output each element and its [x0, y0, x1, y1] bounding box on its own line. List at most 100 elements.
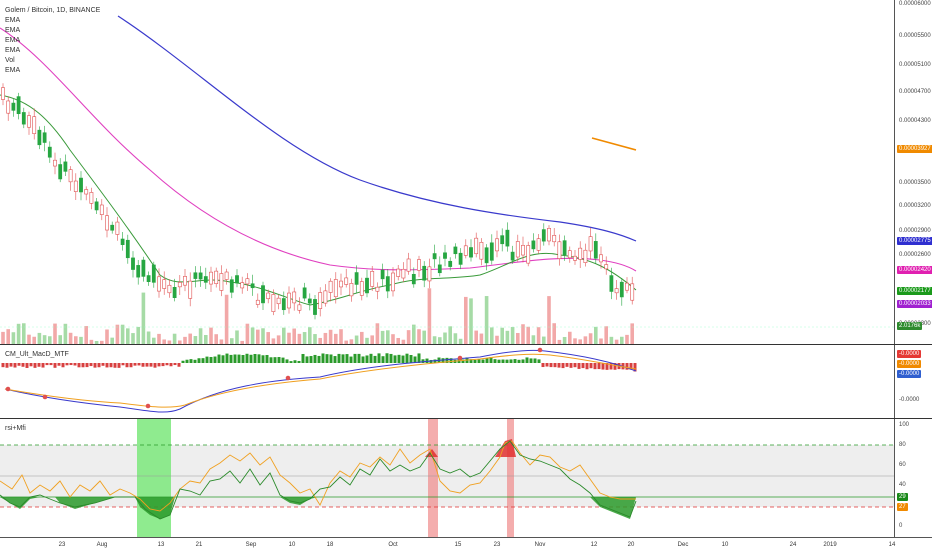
macd-histogram-bar: [581, 363, 585, 369]
candle: [432, 253, 437, 260]
macd-histogram-bar: [57, 363, 61, 366]
macd-histogram-bar: [493, 359, 497, 363]
candle: [318, 292, 323, 309]
candle: [380, 269, 385, 280]
legend-ema-1[interactable]: EMA: [5, 17, 21, 24]
macd-histogram-bar: [361, 356, 365, 363]
volume-bar: [74, 336, 78, 344]
candle: [401, 268, 406, 279]
legend-ema-3[interactable]: EMA: [5, 37, 21, 44]
rsi-scale[interactable]: 100 80 60 40 20 0 29 27: [894, 419, 932, 537]
macd-histogram-bar: [381, 356, 385, 363]
volume-bar: [276, 335, 281, 344]
volume-bar: [58, 335, 62, 344]
volume-bar: [547, 296, 551, 344]
macd-histogram-bar: [605, 363, 609, 370]
candle: [219, 273, 224, 291]
ema-green-line: [0, 94, 637, 306]
macd-histogram-bar: [625, 363, 629, 370]
candle: [521, 244, 525, 256]
rsi-title[interactable]: rsi+Mfi: [5, 425, 26, 432]
macd-histogram-bar: [349, 356, 353, 363]
macd-histogram-bar: [525, 357, 529, 363]
legend-ema-5[interactable]: EMA: [5, 67, 21, 74]
volume-bar: [578, 339, 582, 344]
time-axis[interactable]: 23 Aug 13 21 Sep 10 18 Oct 15 23 Nov 12 …: [0, 537, 932, 550]
volume-bar: [6, 329, 10, 344]
macd-histogram-bar: [601, 363, 605, 370]
macd-histogram-bar: [613, 363, 617, 370]
macd-histogram-bar: [65, 363, 69, 366]
candle: [609, 275, 614, 292]
signal-line: [4, 353, 637, 408]
candle: [411, 273, 416, 285]
candle: [53, 159, 57, 167]
volume-bar: [11, 332, 16, 344]
candle: [396, 268, 401, 277]
macd-title[interactable]: CM_Ult_MacD_MTF: [5, 351, 69, 358]
time-tick: Sep: [245, 542, 257, 548]
candle: [141, 259, 146, 277]
rsi-pane[interactable]: rsi+Mfi: [0, 419, 894, 537]
macd-histogram-bar: [629, 363, 633, 370]
macd-pane[interactable]: CM_Ult_MacD_MTF: [0, 345, 894, 418]
macd-histogram-bar: [141, 363, 145, 367]
macd-histogram-bar: [105, 363, 109, 368]
macd-histogram-bar: [313, 354, 317, 363]
candle: [266, 292, 271, 300]
volume-bar: [27, 334, 31, 344]
macd-histogram-bar: [513, 359, 517, 363]
volume-bar: [245, 323, 250, 344]
volume-bar: [68, 332, 73, 344]
candle: [172, 287, 177, 298]
volume-bar: [42, 335, 47, 344]
ema-orange-line: [591, 137, 637, 151]
candle: [484, 247, 489, 264]
macd-histogram-bar: [521, 359, 525, 363]
volume-bar: [105, 329, 109, 344]
time-tick: 10: [721, 542, 729, 548]
rsi-tag: 29: [897, 493, 908, 501]
candle: [235, 275, 239, 284]
time-tick: 12: [590, 542, 598, 548]
macd-scale[interactable]: -0.0000 -0.0000 -0.0000 -0.0000: [894, 345, 932, 418]
time-tick: 21: [195, 542, 203, 548]
pane-divider[interactable]: [0, 344, 932, 345]
time-tick: 20: [627, 542, 635, 548]
volume-bar: [391, 334, 395, 344]
volume-bar: [557, 339, 562, 344]
macd-histogram-bar: [233, 354, 237, 363]
price-pane[interactable]: Golem / Bitcoin, 1D, BINANCE EMA EMA EMA…: [0, 0, 894, 344]
candle: [339, 280, 343, 288]
price-scale[interactable]: 0.00006000 0.00005500 0.00005100 0.00004…: [894, 0, 932, 344]
legend-ema-4[interactable]: EMA: [5, 47, 21, 54]
candle: [328, 280, 333, 293]
candle: [105, 215, 109, 231]
macd-histogram-bar: [41, 363, 45, 368]
candle: [162, 279, 167, 289]
macd-histogram-bar: [161, 363, 165, 367]
legend-vol[interactable]: Vol: [5, 57, 15, 64]
rsi-tick: 40: [899, 482, 906, 488]
candle: [526, 245, 531, 264]
macd-histogram-bar: [97, 363, 101, 368]
macd-histogram-bar: [221, 355, 225, 363]
candle: [453, 246, 458, 255]
candle: [240, 282, 245, 289]
volume-bar: [287, 332, 291, 344]
legend-ema-2[interactable]: EMA: [5, 27, 21, 34]
macd-histogram-bar: [341, 354, 345, 363]
volume-bar: [110, 337, 114, 344]
volume-bar: [266, 332, 270, 344]
candle: [183, 276, 187, 286]
candle: [193, 272, 198, 279]
pane-divider[interactable]: [0, 418, 932, 419]
macd-histogram-bar: [321, 353, 325, 363]
macd-histogram-bar: [229, 354, 233, 363]
rsi-tick: 100: [899, 422, 910, 428]
candle: [469, 247, 473, 258]
macd-histogram-bar: [477, 358, 481, 363]
candle: [203, 276, 208, 283]
volume-bar: [422, 330, 426, 344]
volume-bar: [282, 327, 286, 344]
